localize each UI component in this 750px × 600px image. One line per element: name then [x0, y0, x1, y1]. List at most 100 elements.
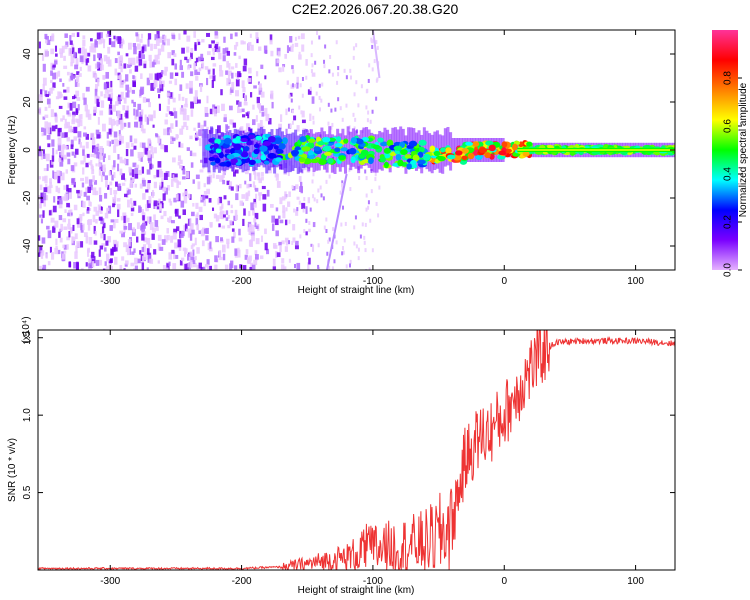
spectrogram-cell [279, 219, 284, 224]
spectrogram-cell [100, 232, 103, 239]
spectrogram-cell [293, 115, 297, 121]
spectrogram-cell [170, 179, 174, 187]
spectrogram-cell [190, 256, 194, 263]
snr-panel: -300 -200 -100 0 100 0.51.01.5 Height of str… [7, 316, 676, 596]
spectrogram-blob [377, 137, 384, 143]
spectrogram-cell [214, 264, 218, 270]
spectrogram-cell [157, 234, 162, 241]
spectrogram-cell [99, 134, 102, 139]
spectrogram-cell [157, 88, 161, 93]
spectrogram-band [404, 135, 408, 174]
spectrogram-cell [371, 109, 374, 114]
spectrogram-cell [177, 155, 182, 162]
spectrogram-cell [170, 123, 174, 129]
spectrogram-cell [214, 31, 218, 36]
spectrogram-cell [212, 63, 217, 67]
spectrogram-cell [113, 172, 116, 179]
spectrogram-cell [287, 201, 291, 207]
spectrogram-cell [85, 109, 90, 118]
spectrogram-cell [71, 236, 76, 241]
spectrogram-cell [95, 129, 100, 135]
spectrogram-cell [305, 75, 308, 80]
spectrogram-cell [52, 64, 56, 68]
spectrogram-cell [186, 46, 190, 53]
spectrogram-cell [51, 139, 55, 147]
spectrogram-cell [108, 141, 111, 147]
spectrogram-cell [281, 258, 285, 264]
spectrogram-cell [141, 179, 146, 187]
spectrogram-cell [153, 80, 158, 88]
spectrogram-cell [51, 35, 55, 42]
spectrogram-cell [151, 189, 155, 198]
spectrogram-cell [223, 117, 227, 123]
spectrogram-cell [42, 210, 45, 218]
spectrogram-cell [85, 262, 88, 267]
spectrogram-cell [83, 232, 88, 237]
spectrogram-cell [41, 132, 44, 137]
spectrogram-cell [222, 48, 226, 55]
spectrogram-cell [125, 53, 129, 57]
spectrogram-blob [263, 160, 270, 165]
spectrogram-cell [66, 202, 70, 208]
spectrogram-cell [78, 114, 82, 123]
spectrogram-cell [172, 174, 176, 182]
spectrogram-cell [297, 35, 301, 40]
spectrogram-cell [252, 119, 256, 126]
spectrogram-cell [129, 69, 132, 74]
spectrogram-band [383, 127, 387, 167]
spectrogram-cell [76, 32, 80, 38]
spectrogram-cell [63, 55, 66, 61]
spectrogram-cell [270, 203, 274, 208]
spectrogram-cell [291, 120, 294, 125]
spectrogram-cell [103, 233, 106, 241]
spectrogram-cell [130, 202, 134, 209]
spectrogram-cell [110, 219, 115, 223]
spectrogram-band [207, 133, 211, 173]
spectrogram-cell [367, 110, 370, 115]
spectrogram-cell [90, 132, 95, 138]
spectrogram-cell [170, 235, 174, 243]
spectrogram-cell [316, 31, 319, 36]
spectrogram-blob [327, 158, 334, 164]
spectrogram-cell [120, 123, 124, 131]
spectrogram-cell [93, 225, 96, 234]
spectrogram-cell [198, 129, 202, 137]
spectrogram-cell [278, 123, 282, 130]
spectrogram-cell [119, 139, 122, 145]
spectrogram-cell [103, 93, 107, 99]
spectrogram-cell [276, 181, 281, 188]
spectrogram-cell [142, 215, 145, 221]
spectrogram-cell [71, 32, 75, 37]
spectrogram-blob [260, 154, 267, 161]
spectrogram-blob [299, 136, 307, 143]
spectrogram-cell [272, 258, 276, 267]
spectrogram-cell [98, 168, 102, 176]
colorbar-tick-label: 0.4 [723, 167, 734, 181]
spectrogram-cell [166, 105, 170, 112]
spectrogram-cell [208, 198, 212, 203]
spectrogram-blob [350, 137, 358, 144]
spectrogram-cell [248, 127, 251, 132]
spectrogram-cell [123, 226, 128, 230]
spectrogram-cell [235, 63, 238, 68]
spectrogram-cell [44, 114, 49, 118]
spectrogram-cell [284, 191, 287, 200]
spectrogram-cell [90, 164, 94, 170]
spectrogram-cell [198, 67, 202, 72]
spectrogram-cell [327, 102, 330, 107]
spectrogram-cell [145, 204, 149, 212]
spectrogram-cell [54, 172, 57, 180]
spectrogram-cell [51, 125, 56, 132]
spectrogram-cell [138, 59, 143, 66]
spectrogram-cell [196, 212, 199, 218]
spectrogram-cell [76, 189, 80, 194]
spectrogram-cell [66, 184, 69, 192]
spectrogram-cell [228, 181, 232, 188]
spectrogram-cell [46, 98, 51, 105]
spectrogram-cell [175, 134, 179, 140]
x-tick-label: -300 [100, 576, 120, 587]
spectrogram-cell [238, 55, 241, 60]
spectrogram-cell [79, 241, 84, 248]
spectrogram-cell [222, 253, 226, 261]
spectrogram-cell [349, 68, 352, 73]
